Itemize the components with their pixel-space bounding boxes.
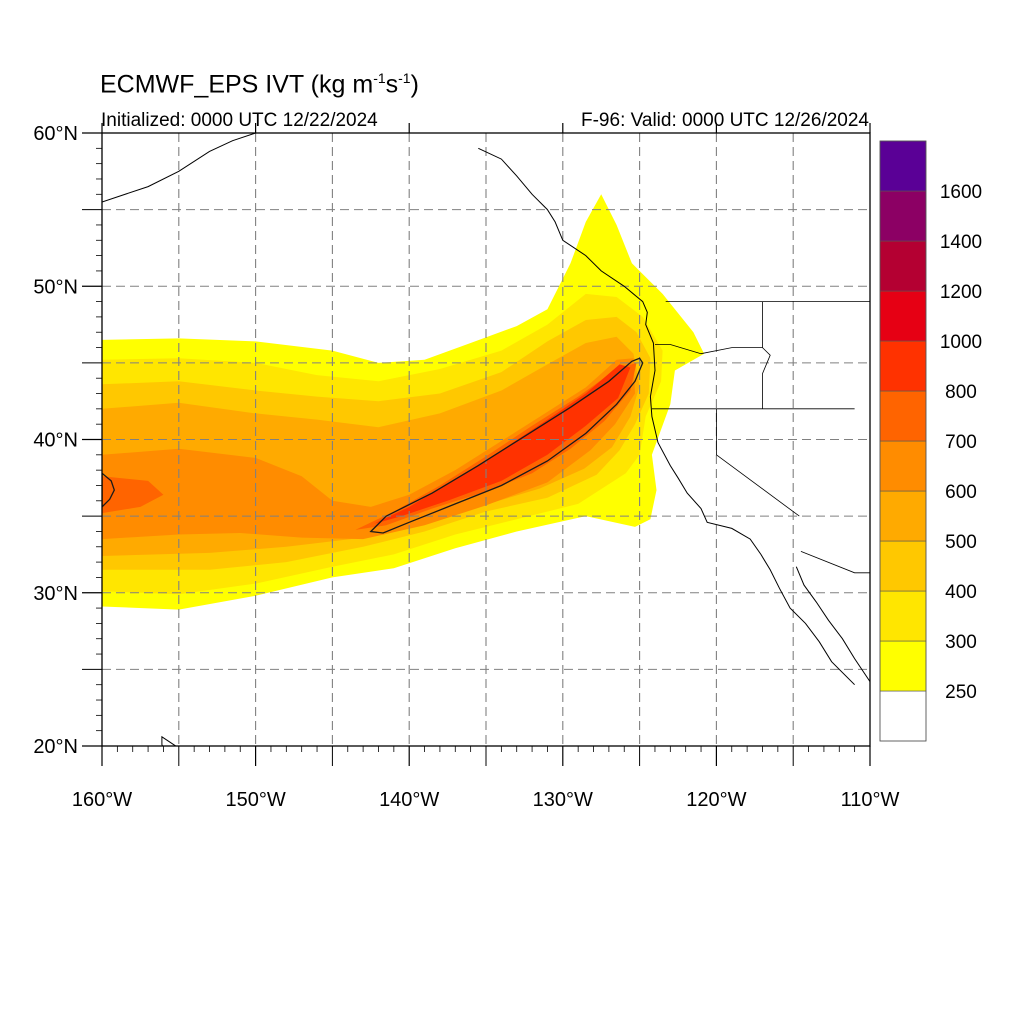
colorbar-bin-9 xyxy=(879,240,927,292)
valid-time: F-96: Valid: 0000 UTC 12/26/2024 xyxy=(581,110,869,131)
gulf-coastline xyxy=(795,566,870,682)
lat-tick-label: 60°N xyxy=(33,123,78,145)
colorbar-label: 600 xyxy=(945,482,977,503)
colorbar-label: 700 xyxy=(945,432,977,453)
coastline xyxy=(478,147,855,686)
colorbar-frame xyxy=(879,140,927,742)
colorbar-label: 800 xyxy=(945,382,977,403)
colorbar-label: 500 xyxy=(945,532,977,553)
ivt-band-700-5 xyxy=(102,476,164,514)
lon-tick-label: 160°W xyxy=(72,789,132,811)
state-border-2 xyxy=(716,408,800,517)
colorbar-bin-7 xyxy=(879,340,927,392)
lon-tick-label: 140°W xyxy=(379,789,439,811)
ivt-band-600-4 xyxy=(102,358,635,540)
colorbar-label: 1400 xyxy=(940,232,982,253)
colorbar-bin-8 xyxy=(879,290,927,342)
colorbar-label: 250 xyxy=(945,682,977,703)
lon-tick-label: 110°W xyxy=(841,789,900,811)
colorbar-bin-3 xyxy=(879,540,927,592)
colorbar-label: 1000 xyxy=(940,332,982,353)
colorbar-bin-11 xyxy=(879,140,927,192)
initialized-time: Initialized: 0000 UTC 12/22/2024 xyxy=(101,110,378,131)
ivt-contour-700-1 xyxy=(102,472,116,508)
plot-area xyxy=(102,133,870,746)
colorbar-bin-2 xyxy=(879,590,927,642)
lon-tick-label: 150°W xyxy=(225,789,285,811)
colorbar-bin-5 xyxy=(879,440,927,492)
lat-tick-label: 50°N xyxy=(33,276,78,298)
colorbar-bin-6 xyxy=(879,390,927,442)
colorbar-label: 400 xyxy=(945,582,977,603)
alaska-coastline xyxy=(102,133,256,203)
colorbar-bin-1 xyxy=(879,640,927,692)
lat-tick-label: 30°N xyxy=(33,583,78,605)
colorbar-bin-0 xyxy=(879,690,927,742)
hawaii-island xyxy=(161,735,177,746)
state-border-5 xyxy=(655,344,763,355)
lat-tick-label: 20°N xyxy=(33,736,78,758)
colorbar-label: 1200 xyxy=(940,282,982,303)
ivt-band-700-6 xyxy=(355,362,637,530)
lat-tick-label: 40°N xyxy=(33,430,78,452)
colorbar-bin-10 xyxy=(879,190,927,242)
ivt-band-800-7 xyxy=(373,364,631,524)
state-border-3 xyxy=(762,301,771,409)
colorbar-label: 1600 xyxy=(940,182,982,203)
lon-tick-label: 120°W xyxy=(686,789,746,811)
lon-tick-label: 130°W xyxy=(533,789,593,811)
colorbar-label: 300 xyxy=(945,632,977,653)
map-title: ECMWF_EPS IVT (kg m-1s-1) xyxy=(100,70,419,99)
colorbar-bin-4 xyxy=(879,490,927,542)
state-border-4 xyxy=(800,551,870,574)
ivt-contour-700-0 xyxy=(369,357,644,534)
